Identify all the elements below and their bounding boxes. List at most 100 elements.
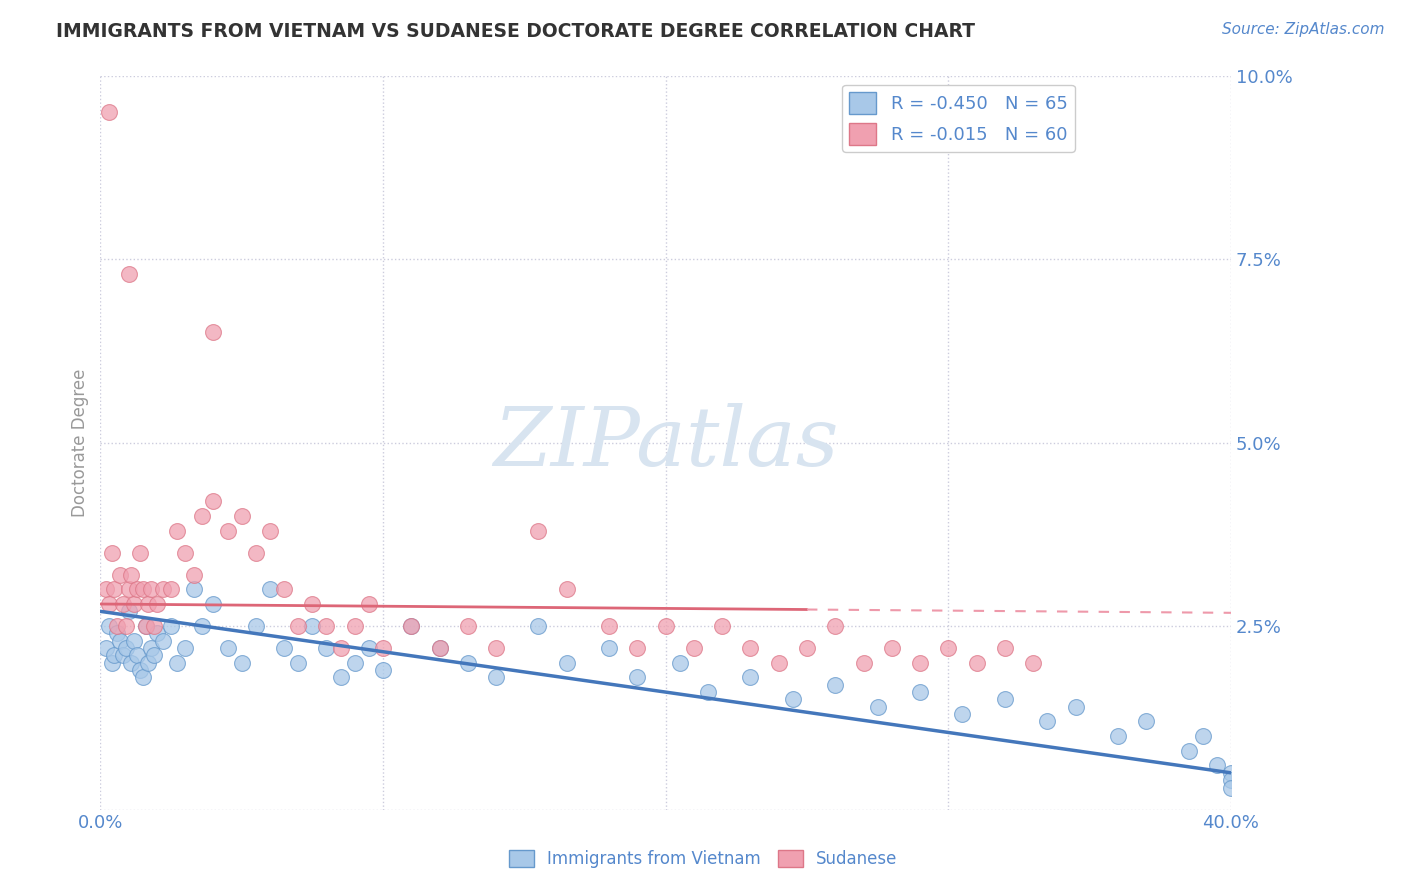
Point [994,641,1017,656]
Point [117,267,139,281]
Point [1022,656,1045,670]
Point [343,619,366,633]
Point [598,619,620,633]
Point [555,582,578,597]
Point [301,597,323,611]
Point [114,619,136,633]
Point [357,641,380,656]
Legend: R = -0.450   N = 65, R = -0.015   N = 60: R = -0.450 N = 65, R = -0.015 N = 60 [842,85,1076,152]
Point [343,656,366,670]
Point [301,619,323,633]
Point [315,641,337,656]
Point [740,641,762,656]
Point [626,670,648,684]
Point [135,619,157,633]
Point [152,633,174,648]
Point [966,656,988,670]
Point [908,656,931,670]
Point [202,597,225,611]
Point [120,656,142,670]
Text: ZIPatlas: ZIPatlas [494,402,838,483]
Point [401,619,423,633]
Point [880,641,903,656]
Point [273,641,295,656]
Point [138,597,160,611]
Point [654,619,676,633]
Point [1135,714,1157,729]
Point [146,597,169,611]
Point [457,619,479,633]
Point [711,619,734,633]
Point [668,656,690,670]
Point [429,641,451,656]
Point [202,326,225,340]
Point [97,597,120,611]
Point [259,524,281,538]
Point [202,494,225,508]
Point [1220,773,1243,788]
Point [485,670,508,684]
Point [626,641,648,656]
Point [1177,744,1199,758]
Point [160,619,183,633]
Point [97,619,120,633]
Point [108,567,131,582]
Point [138,656,160,670]
Point [697,685,720,699]
Point [371,641,394,656]
Point [796,641,818,656]
Point [217,524,239,538]
Point [174,546,197,560]
Point [329,641,352,656]
Point [152,582,174,597]
Point [315,619,337,633]
Point [824,678,846,692]
Point [287,656,309,670]
Point [122,633,145,648]
Point [132,582,155,597]
Point [329,670,352,684]
Point [127,648,149,663]
Point [683,641,706,656]
Point [111,597,134,611]
Point [357,597,380,611]
Point [824,619,846,633]
Point [103,648,125,663]
Point [143,648,166,663]
Point [114,641,136,656]
Point [936,641,959,656]
Point [135,619,157,633]
Point [429,641,451,656]
Point [273,582,295,597]
Point [740,670,762,684]
Point [117,604,139,618]
Point [852,656,875,670]
Point [259,582,281,597]
Point [245,546,267,560]
Text: Source: ZipAtlas.com: Source: ZipAtlas.com [1222,22,1385,37]
Point [1191,729,1213,743]
Point [994,692,1017,706]
Point [111,648,134,663]
Point [120,567,142,582]
Point [231,656,253,670]
Point [100,656,122,670]
Point [908,685,931,699]
Point [97,105,120,120]
Point [191,619,214,633]
Point [94,641,117,656]
Point [952,707,974,722]
Point [245,619,267,633]
Point [555,656,578,670]
Point [141,582,163,597]
Point [371,663,394,677]
Point [146,626,169,640]
Point [527,619,550,633]
Point [166,656,188,670]
Point [122,597,145,611]
Point [160,582,183,597]
Point [129,663,152,677]
Point [127,582,149,597]
Point [1036,714,1059,729]
Point [103,582,125,597]
